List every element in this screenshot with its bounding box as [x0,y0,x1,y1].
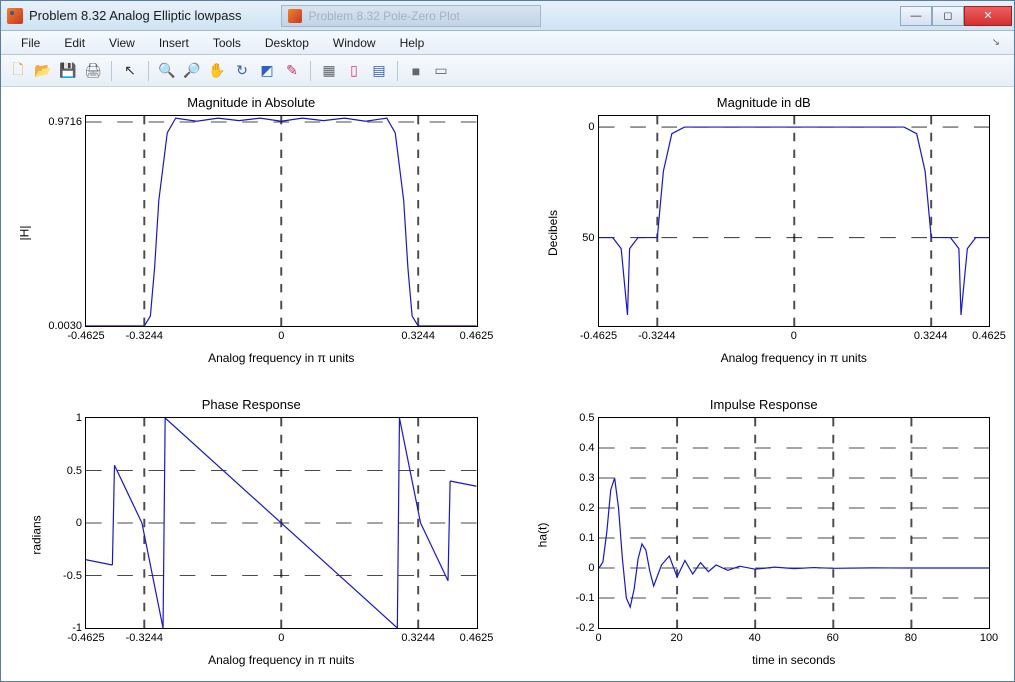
menu-file[interactable]: File [9,33,52,53]
y-tick: 0.3 [579,472,594,484]
rotate-icon[interactable]: ↻ [231,60,253,82]
pointer-icon[interactable]: ↖ [119,60,141,82]
x-tick: -0.4625 [67,330,104,342]
x-label: Analog frequency in π nuits [85,653,478,667]
axes-magnitude-db[interactable]: Magnitude in dB Decibels Analog frequency … [528,97,1001,369]
menubar: FileEditViewInsertToolsDesktopWindowHelp… [1,31,1014,55]
axes-magnitude-abs[interactable]: Magnitude in Absolute |H| Analog frequency… [15,97,488,369]
x-tick: 0.4625 [460,330,494,342]
y-label: |H| [17,226,31,241]
y-tick: 50 [582,232,594,244]
axes-box[interactable]: 050-0.4625-0.324400.32440.4625 [598,115,991,327]
open-icon[interactable]: 📂 [32,60,54,82]
y-label: ha(t) [535,523,549,548]
axes-title: Impulse Response [528,397,1001,412]
separator [111,61,112,81]
save-icon[interactable]: 💾 [57,60,79,82]
link-icon[interactable]: ▦ [318,60,340,82]
datatip-icon[interactable]: ◩ [256,60,278,82]
y-tick: 0.9716 [48,116,82,128]
y-tick: -0.1 [576,592,595,604]
axes-title: Magnitude in Absolute [15,95,488,110]
x-label: time in seconds [598,653,991,667]
legend-icon[interactable]: ▤ [368,60,390,82]
figure-area: Magnitude in Absolute |H| Analog frequency… [1,87,1014,681]
close-button[interactable]: ✕ [964,6,1012,26]
window-controls: — ◻ ✕ [900,6,1012,26]
zoom-out-icon[interactable]: 🔎 [181,60,203,82]
x-tick: 0 [278,632,284,644]
menu-desktop[interactable]: Desktop [253,33,321,53]
dock-icon[interactable]: ↘ [992,37,1006,48]
matlab-icon [288,9,302,23]
matlab-icon [7,8,23,24]
y-tick: 0.5 [579,412,594,424]
x-tick: 20 [670,632,682,644]
y-tick: 0 [588,121,594,133]
y-label: Decibels [546,210,560,256]
menu-view[interactable]: View [97,33,147,53]
axes-title: Phase Response [15,397,488,412]
toolbar: 🗋📂💾🖨 ↖ 🔍🔎✋↻◩✎ ▦▯▤ ■▭ [1,55,1014,87]
y-tick: -0.2 [576,622,595,634]
y-tick: 0.2 [579,502,594,514]
maximize-button[interactable]: ◻ [932,6,964,26]
new-icon[interactable]: 🗋 [7,60,29,82]
x-tick: 80 [905,632,917,644]
x-tick: 0.3244 [914,330,948,342]
titlebar[interactable]: Problem 8.32 Analog Elliptic lowpass Pro… [1,1,1014,31]
menu-window[interactable]: Window [321,33,388,53]
axes-box[interactable]: -1-0.500.51-0.4625-0.324400.32440.4625 [85,417,478,629]
y-tick: 0.4 [579,442,594,454]
x-tick: -0.3244 [126,330,163,342]
menu-edit[interactable]: Edit [52,33,97,53]
y-tick: 0.5 [67,465,82,477]
menu-tools[interactable]: Tools [201,33,253,53]
y-tick: 0 [588,562,594,574]
x-tick: 0.3244 [401,632,435,644]
inactive-window-tab[interactable]: Problem 8.32 Pole-Zero Plot [281,5,541,27]
figure-window: Problem 8.32 Analog Elliptic lowpass Pro… [0,0,1015,682]
x-tick: 0.4625 [460,632,494,644]
colorbar-icon[interactable]: ▯ [343,60,365,82]
tile-icon[interactable]: ▭ [430,60,452,82]
x-tick: -0.4625 [67,632,104,644]
inactive-tab-title: Problem 8.32 Pole-Zero Plot [308,9,459,23]
axes-title: Magnitude in dB [528,95,1001,110]
axes-box[interactable]: -0.2-0.100.10.20.30.40.5020406080100 [598,417,991,629]
x-tick: 0 [278,330,284,342]
separator [148,61,149,81]
brush-icon[interactable]: ✎ [281,60,303,82]
x-tick: 0.4625 [972,330,1006,342]
y-tick: -0.5 [63,570,82,582]
pan-icon[interactable]: ✋ [206,60,228,82]
menu-help[interactable]: Help [388,33,437,53]
x-tick: -0.3244 [126,632,163,644]
x-tick: -0.4625 [580,330,617,342]
axes-phase[interactable]: Phase Response radians Analog frequency in… [15,399,488,671]
window-title: Problem 8.32 Analog Elliptic lowpass [29,8,241,23]
x-tick: 0 [791,330,797,342]
print-icon[interactable]: 🖨 [82,60,104,82]
y-tick: 0 [76,517,82,529]
separator [397,61,398,81]
minimize-button[interactable]: — [900,6,932,26]
stop-icon[interactable]: ■ [405,60,427,82]
x-tick: 60 [827,632,839,644]
y-label: radians [30,515,44,554]
y-tick: 0.1 [579,532,594,544]
x-label: Analog frequency in π units [85,351,478,365]
zoom-in-icon[interactable]: 🔍 [156,60,178,82]
x-tick: 40 [749,632,761,644]
separator [310,61,311,81]
axes-impulse[interactable]: Impulse Response ha(t) time in seconds -0.2… [528,399,1001,671]
x-tick: 0.3244 [401,330,435,342]
x-tick: -0.3244 [638,330,675,342]
x-label: Analog frequency in π units [598,351,991,365]
axes-box[interactable]: 0.00300.9716-0.4625-0.324400.32440.4625 [85,115,478,327]
x-tick: 100 [980,632,998,644]
menu-insert[interactable]: Insert [147,33,201,53]
x-tick: 0 [595,632,601,644]
y-tick: 1 [76,412,82,424]
